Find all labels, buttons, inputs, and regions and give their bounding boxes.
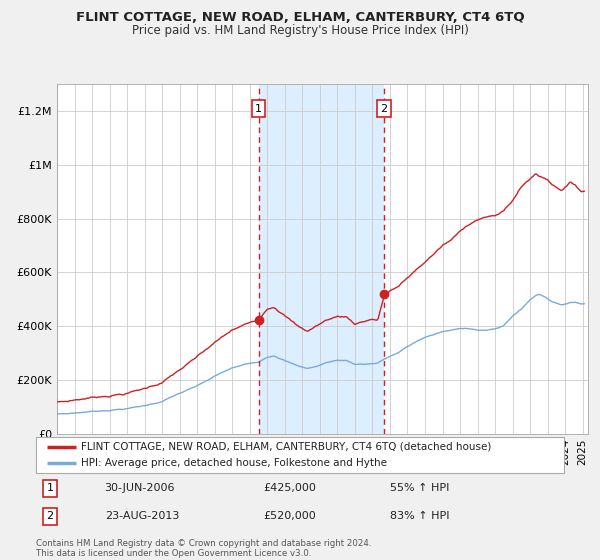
Text: HPI: Average price, detached house, Folkestone and Hythe: HPI: Average price, detached house, Folk… [81,459,387,468]
Text: FLINT COTTAGE, NEW ROAD, ELHAM, CANTERBURY, CT4 6TQ: FLINT COTTAGE, NEW ROAD, ELHAM, CANTERBU… [76,11,524,24]
Text: 23-AUG-2013: 23-AUG-2013 [104,511,179,521]
Text: 1: 1 [47,483,53,493]
Text: FLINT COTTAGE, NEW ROAD, ELHAM, CANTERBURY, CT4 6TQ (detached house): FLINT COTTAGE, NEW ROAD, ELHAM, CANTERBU… [81,442,491,451]
Text: £425,000: £425,000 [263,483,316,493]
Text: 2: 2 [47,511,53,521]
Bar [259,84,384,434]
Text: 1: 1 [255,104,262,114]
Text: Contains HM Land Registry data © Crown copyright and database right 2024.
This d: Contains HM Land Registry data © Crown c… [36,539,371,558]
Text: £520,000: £520,000 [263,511,316,521]
Text: 55% ↑ HPI: 55% ↑ HPI [390,483,449,493]
Text: 2: 2 [380,104,388,114]
Text: 30-JUN-2006: 30-JUN-2006 [104,483,175,493]
Text: Price paid vs. HM Land Registry's House Price Index (HPI): Price paid vs. HM Land Registry's House … [131,24,469,36]
Text: 83% ↑ HPI: 83% ↑ HPI [390,511,449,521]
